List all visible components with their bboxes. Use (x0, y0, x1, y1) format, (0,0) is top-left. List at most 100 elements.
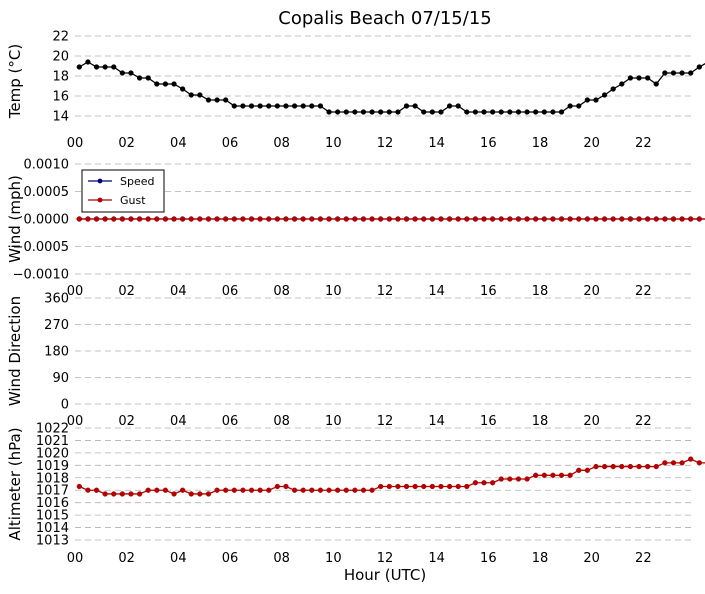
data-point (102, 216, 108, 222)
y-tick-label: 1018 (36, 471, 69, 486)
data-point (93, 216, 100, 222)
data-point (412, 103, 418, 109)
data-point (136, 491, 143, 497)
data-point (550, 216, 556, 222)
data-point (541, 109, 547, 115)
x-tick-label: 10 (325, 551, 342, 566)
data-point (102, 64, 108, 70)
data-point (558, 472, 565, 478)
data-point (464, 483, 470, 490)
data-point (472, 480, 479, 486)
data-point (231, 216, 237, 222)
data-point (360, 487, 367, 493)
data-point (507, 109, 513, 115)
data-point (283, 103, 289, 109)
data-point (533, 216, 539, 222)
y-axis-label: Altimeter (hPa) (6, 427, 24, 540)
x-tick-label: 00 (67, 136, 84, 151)
legend-swatch-marker (97, 197, 103, 203)
data-point (128, 216, 134, 222)
data-point (438, 109, 444, 115)
data-point (446, 103, 453, 109)
data-point (369, 487, 375, 493)
data-point (515, 216, 522, 222)
data-point (231, 103, 237, 109)
x-tick-label: 04 (170, 136, 187, 151)
data-point (334, 216, 341, 222)
data-point (429, 216, 436, 222)
data-point (154, 81, 160, 87)
y-tick-label: 0 (61, 398, 69, 413)
data-point (188, 491, 194, 497)
data-point (481, 109, 487, 115)
data-point (378, 216, 384, 222)
data-point (154, 216, 160, 222)
chart-title: Copalis Beach 07/15/15 (278, 8, 491, 29)
data-point (119, 70, 126, 76)
data-point (326, 487, 332, 493)
series-line (78, 61, 705, 113)
data-point (644, 75, 651, 81)
x-tick-label: 16 (480, 414, 497, 429)
data-point (128, 70, 134, 76)
data-point (386, 109, 392, 115)
data-point (696, 64, 702, 70)
data-point (257, 216, 263, 222)
y-tick-label: −0.0005 (13, 240, 69, 255)
y-tick-label: 1013 (36, 534, 69, 549)
data-point (300, 216, 306, 222)
x-tick-label: 02 (118, 551, 135, 566)
data-point (627, 75, 634, 81)
x-tick-label: 04 (170, 551, 187, 566)
data-point (274, 483, 281, 490)
data-point (343, 487, 349, 493)
data-point (636, 75, 642, 81)
x-tick-label: 14 (428, 284, 445, 299)
data-point (515, 476, 522, 482)
data-point (403, 483, 410, 490)
data-point (429, 109, 436, 115)
data-point (515, 109, 522, 115)
data-point (472, 109, 479, 115)
data-point (403, 216, 410, 222)
data-point (171, 81, 177, 87)
data-point (111, 491, 117, 497)
data-point (214, 97, 220, 103)
data-point (171, 491, 177, 497)
x-tick-label: 22 (635, 551, 652, 566)
data-point (455, 216, 461, 222)
data-point (248, 216, 255, 222)
panel-2: −0.0010 −0.0005 0.0000 0.0005 0.0010 00 02 04 06… (6, 158, 705, 299)
data-point (636, 463, 642, 470)
x-tick-label: 06 (222, 551, 239, 566)
x-tick-label: 06 (222, 136, 239, 151)
data-point (627, 216, 634, 222)
data-point (386, 483, 392, 490)
data-point (524, 216, 530, 222)
data-point (489, 480, 496, 486)
data-point (438, 483, 444, 490)
y-tick-label: 1017 (36, 484, 69, 499)
x-tick-label: 18 (532, 136, 549, 151)
data-point (309, 487, 315, 493)
data-point (593, 216, 599, 222)
data-point (541, 216, 547, 222)
data-point (489, 109, 496, 115)
data-point (696, 460, 702, 466)
data-point (352, 109, 358, 115)
data-point (558, 109, 565, 115)
x-tick-label: 18 (532, 414, 549, 429)
data-point (240, 487, 246, 493)
x-tick-label: 08 (273, 414, 290, 429)
y-tick-label: 0.0000 (24, 213, 70, 228)
y-tick-label: 360 (44, 292, 69, 307)
data-point (188, 92, 194, 98)
data-point (421, 483, 427, 490)
x-tick-label: 12 (377, 136, 394, 151)
data-point (369, 109, 375, 115)
data-point (533, 472, 539, 478)
data-point (266, 216, 272, 222)
legend-label: Speed (120, 175, 154, 188)
data-point (576, 467, 582, 473)
data-point (179, 86, 186, 92)
